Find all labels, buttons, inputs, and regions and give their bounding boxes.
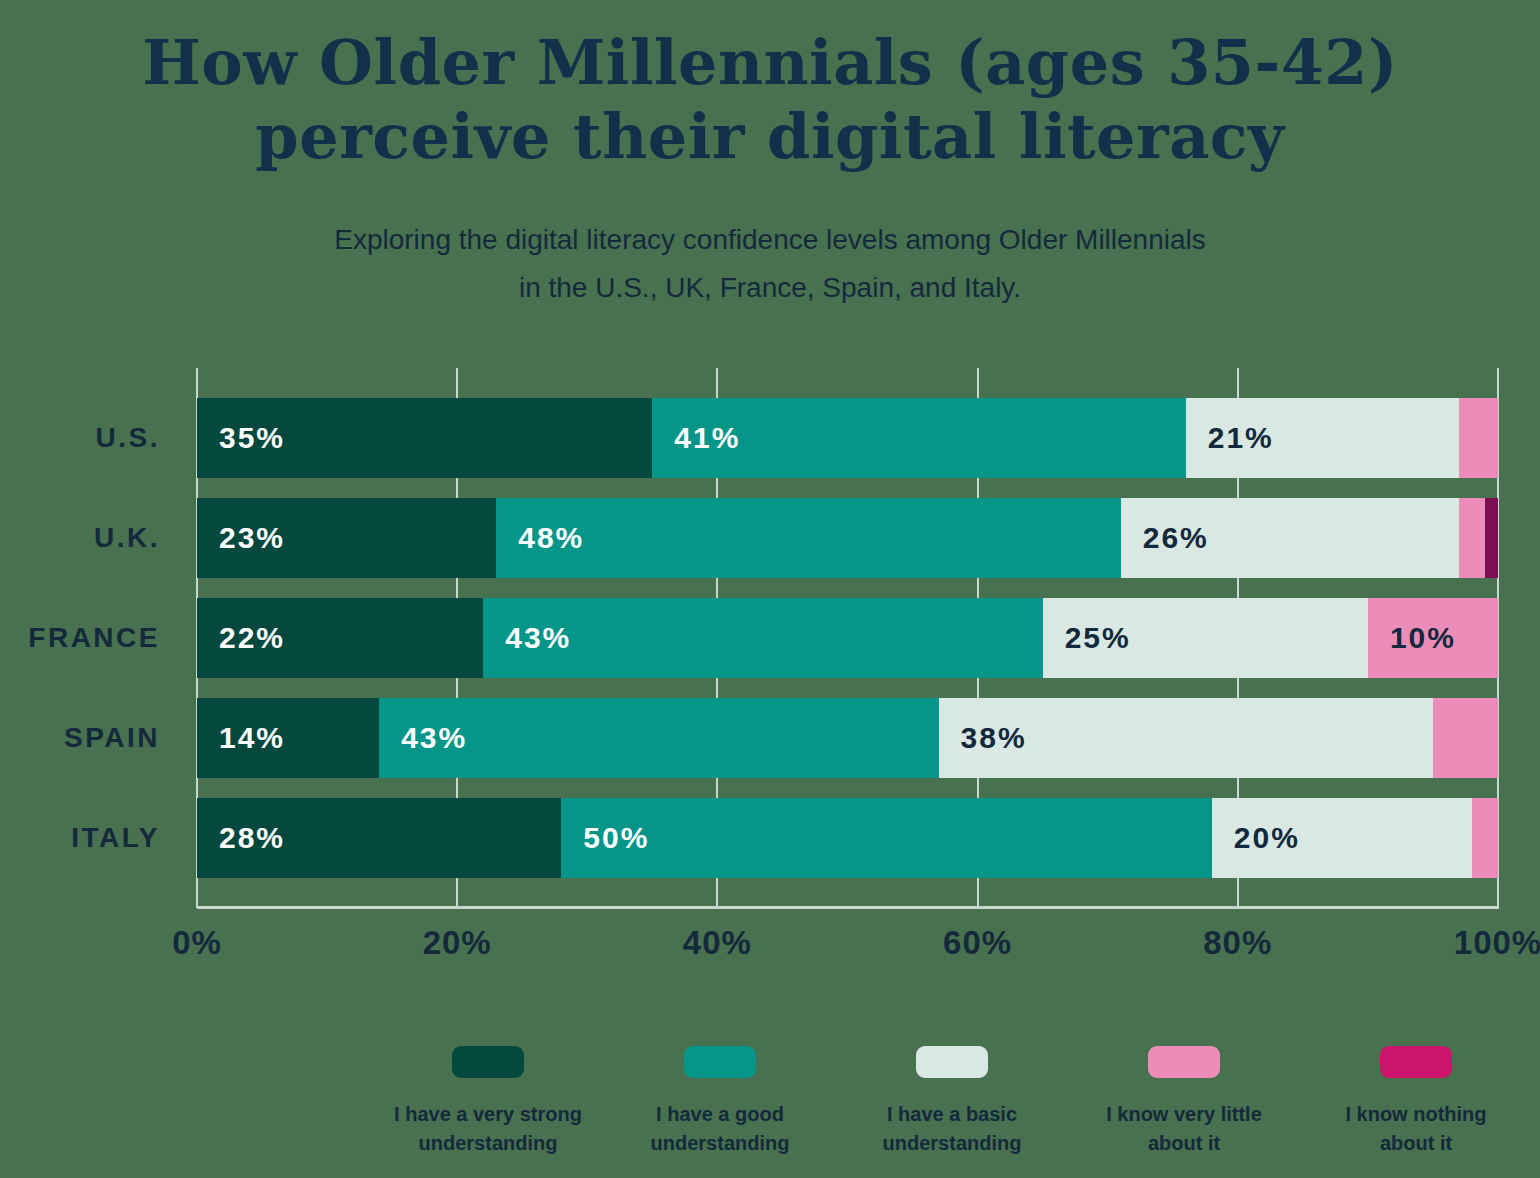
bar-value-label: 26% (1143, 521, 1209, 555)
legend-label-2: I have a basic understanding (854, 1100, 1050, 1158)
bar-value-label: 43% (401, 721, 467, 755)
legend-label-4: I know nothing about it (1318, 1100, 1514, 1158)
category-label-spain: SPAIN (0, 698, 160, 778)
bar-value-label: 20% (1234, 821, 1300, 855)
category-label-france: FRANCE (0, 598, 160, 678)
bar-segment: 25% (1043, 598, 1368, 678)
bar-value-label: 25% (1065, 621, 1131, 655)
bar-segment (1459, 398, 1498, 478)
bar-segment: 26% (1121, 498, 1459, 578)
bar-value-label: 23% (219, 521, 285, 555)
x-tick-label: 60% (943, 924, 1012, 962)
bar-value-label: 28% (219, 821, 285, 855)
bar-value-label: 38% (961, 721, 1027, 755)
legend-swatch-2 (916, 1046, 988, 1078)
legend-swatch-1 (684, 1046, 756, 1078)
bar-segment: 23% (197, 498, 496, 578)
legend-item-3: I know very little about it (1068, 1046, 1300, 1158)
bar-segment (1459, 498, 1485, 578)
legend-label-0: I have a very strong understanding (390, 1100, 586, 1158)
legend-swatch-4 (1380, 1046, 1452, 1078)
legend-item-4: I know nothing about it (1300, 1046, 1532, 1158)
x-tick-label: 80% (1203, 924, 1272, 962)
bar-segment: 43% (483, 598, 1042, 678)
plot-area: 35% 41% 21% 23% 48% 26% 22% 43% 25% 10% 14% 43% 38% 2… (197, 368, 1498, 908)
legend-label-3: I know very little about it (1086, 1100, 1282, 1158)
bar-segment: 20% (1212, 798, 1472, 878)
bar-segment (1472, 798, 1498, 878)
bar-value-label: 21% (1208, 421, 1274, 455)
legend-item-0: I have a very strong understanding (372, 1046, 604, 1158)
x-tick-label: 40% (683, 924, 752, 962)
legend-swatch-0 (452, 1046, 524, 1078)
legend-item-1: I have a good understanding (604, 1046, 836, 1158)
bar-value-label: 43% (505, 621, 571, 655)
bar-row-uk: 23% 48% 26% (197, 498, 1498, 578)
bar-segment: 14% (197, 698, 379, 778)
bar-value-label: 14% (219, 721, 285, 755)
bar-segment: 50% (561, 798, 1212, 878)
bar-segment: 35% (197, 398, 652, 478)
bar-value-label: 41% (674, 421, 740, 455)
legend-label-1: I have a good understanding (622, 1100, 818, 1158)
bar-row-italy: 28% 50% 20% (197, 798, 1498, 878)
bar-segment: 22% (197, 598, 483, 678)
legend-swatch-3 (1148, 1046, 1220, 1078)
bar-segment: 43% (379, 698, 938, 778)
legend: I have a very strong understanding I have… (372, 1046, 1532, 1158)
x-tick-label: 100% (1454, 924, 1540, 962)
bar-segment: 38% (939, 698, 1433, 778)
bar-segment: 28% (197, 798, 561, 878)
bar-row-us: 35% 41% 21% (197, 398, 1498, 478)
x-tick-label: 20% (423, 924, 492, 962)
bar-segment: 48% (496, 498, 1120, 578)
category-label-italy: ITALY (0, 798, 160, 878)
bar-segment (1485, 498, 1498, 578)
bar-value-label: 22% (219, 621, 285, 655)
bar-segment: 41% (652, 398, 1185, 478)
bar-value-label: 48% (518, 521, 584, 555)
bar-segment: 10% (1368, 598, 1498, 678)
bar-segment: 21% (1186, 398, 1459, 478)
category-label-us: U.S. (0, 398, 160, 478)
infographic: How Older Millennials (ages 35-42) perce… (0, 0, 1540, 1178)
bar-value-label: 10% (1390, 621, 1456, 655)
bar-row-spain: 14% 43% 38% (197, 698, 1498, 778)
x-tick-label: 0% (172, 924, 222, 962)
bar-value-label: 50% (583, 821, 649, 855)
bar-row-france: 22% 43% 25% 10% (197, 598, 1498, 678)
bar-segment (1433, 698, 1498, 778)
category-label-uk: U.K. (0, 498, 160, 578)
legend-item-2: I have a basic understanding (836, 1046, 1068, 1158)
bar-value-label: 35% (219, 421, 285, 455)
